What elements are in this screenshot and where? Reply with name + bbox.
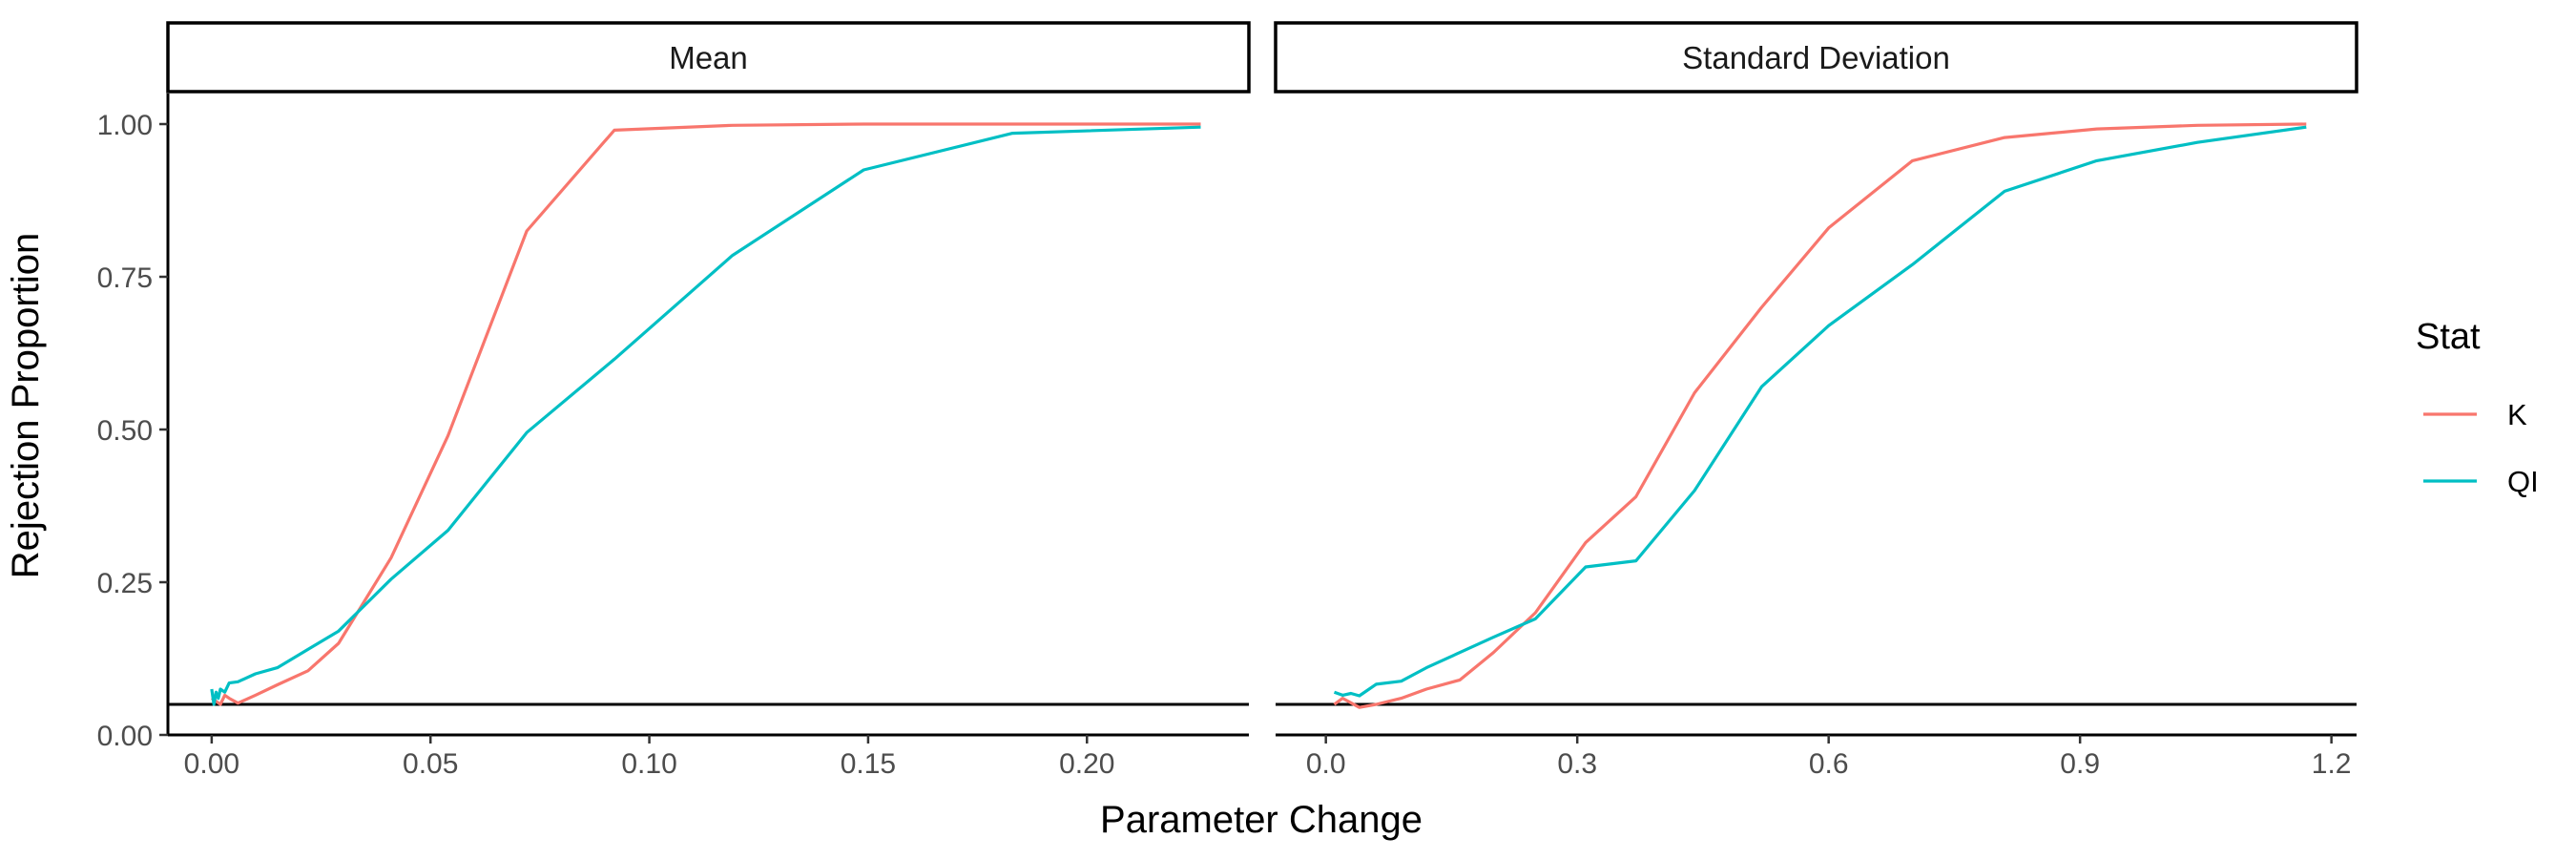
y-tick-label: 0.25 — [97, 568, 153, 599]
facet-strip-label: Standard Deviation — [1682, 40, 1950, 75]
y-tick-label: 0.00 — [97, 721, 153, 752]
legend: Stat K QI — [2416, 317, 2539, 498]
chart-panels: Mean 0.00 0.25 0.50 0.75 1.00 0.00 0.05 0.10 0.15… — [97, 21, 2358, 780]
series-line-qi — [1333, 125, 2307, 698]
x-axis-title: Parameter Change — [1100, 799, 1423, 841]
x-tick-label: 0.00 — [184, 748, 239, 780]
facet-strip — [166, 21, 1251, 94]
legend-label-qi: QI — [2507, 465, 2539, 498]
x-tick-label: 0.3 — [1557, 748, 1597, 780]
facet-strip-label: Mean — [669, 40, 748, 75]
x-tick-label: 0.10 — [621, 748, 676, 780]
x-tick-label: 1.2 — [2312, 748, 2352, 780]
x-tick-label: 0.20 — [1059, 748, 1114, 780]
facet-strip — [1274, 21, 2358, 94]
legend-label-k: K — [2507, 398, 2527, 431]
series-line-k — [1333, 122, 2307, 709]
x-tick-label: 0.0 — [1306, 748, 1346, 780]
x-tick-label: 0.9 — [2060, 748, 2100, 780]
y-tick-label: 1.00 — [97, 110, 153, 141]
x-tick-label: 0.6 — [1809, 748, 1849, 780]
facet-panel-0: Mean 0.00 0.25 0.50 0.75 1.00 0.00 0.05 0.10 0.15… — [97, 21, 1251, 780]
y-tick-label: 0.75 — [97, 262, 153, 294]
y-axis-title: Rejection Proportion — [5, 233, 47, 578]
y-tick-label: 0.50 — [97, 415, 153, 447]
x-tick-label: 0.05 — [403, 748, 458, 780]
legend-title: Stat — [2416, 317, 2481, 357]
series-line-k — [210, 122, 1201, 706]
series-line-qi — [210, 125, 1201, 706]
x-tick-label: 0.15 — [841, 748, 896, 780]
facet-panel-1: Standard Deviation 0.0 0.3 0.6 0.9 1.2 — [1274, 21, 2358, 780]
